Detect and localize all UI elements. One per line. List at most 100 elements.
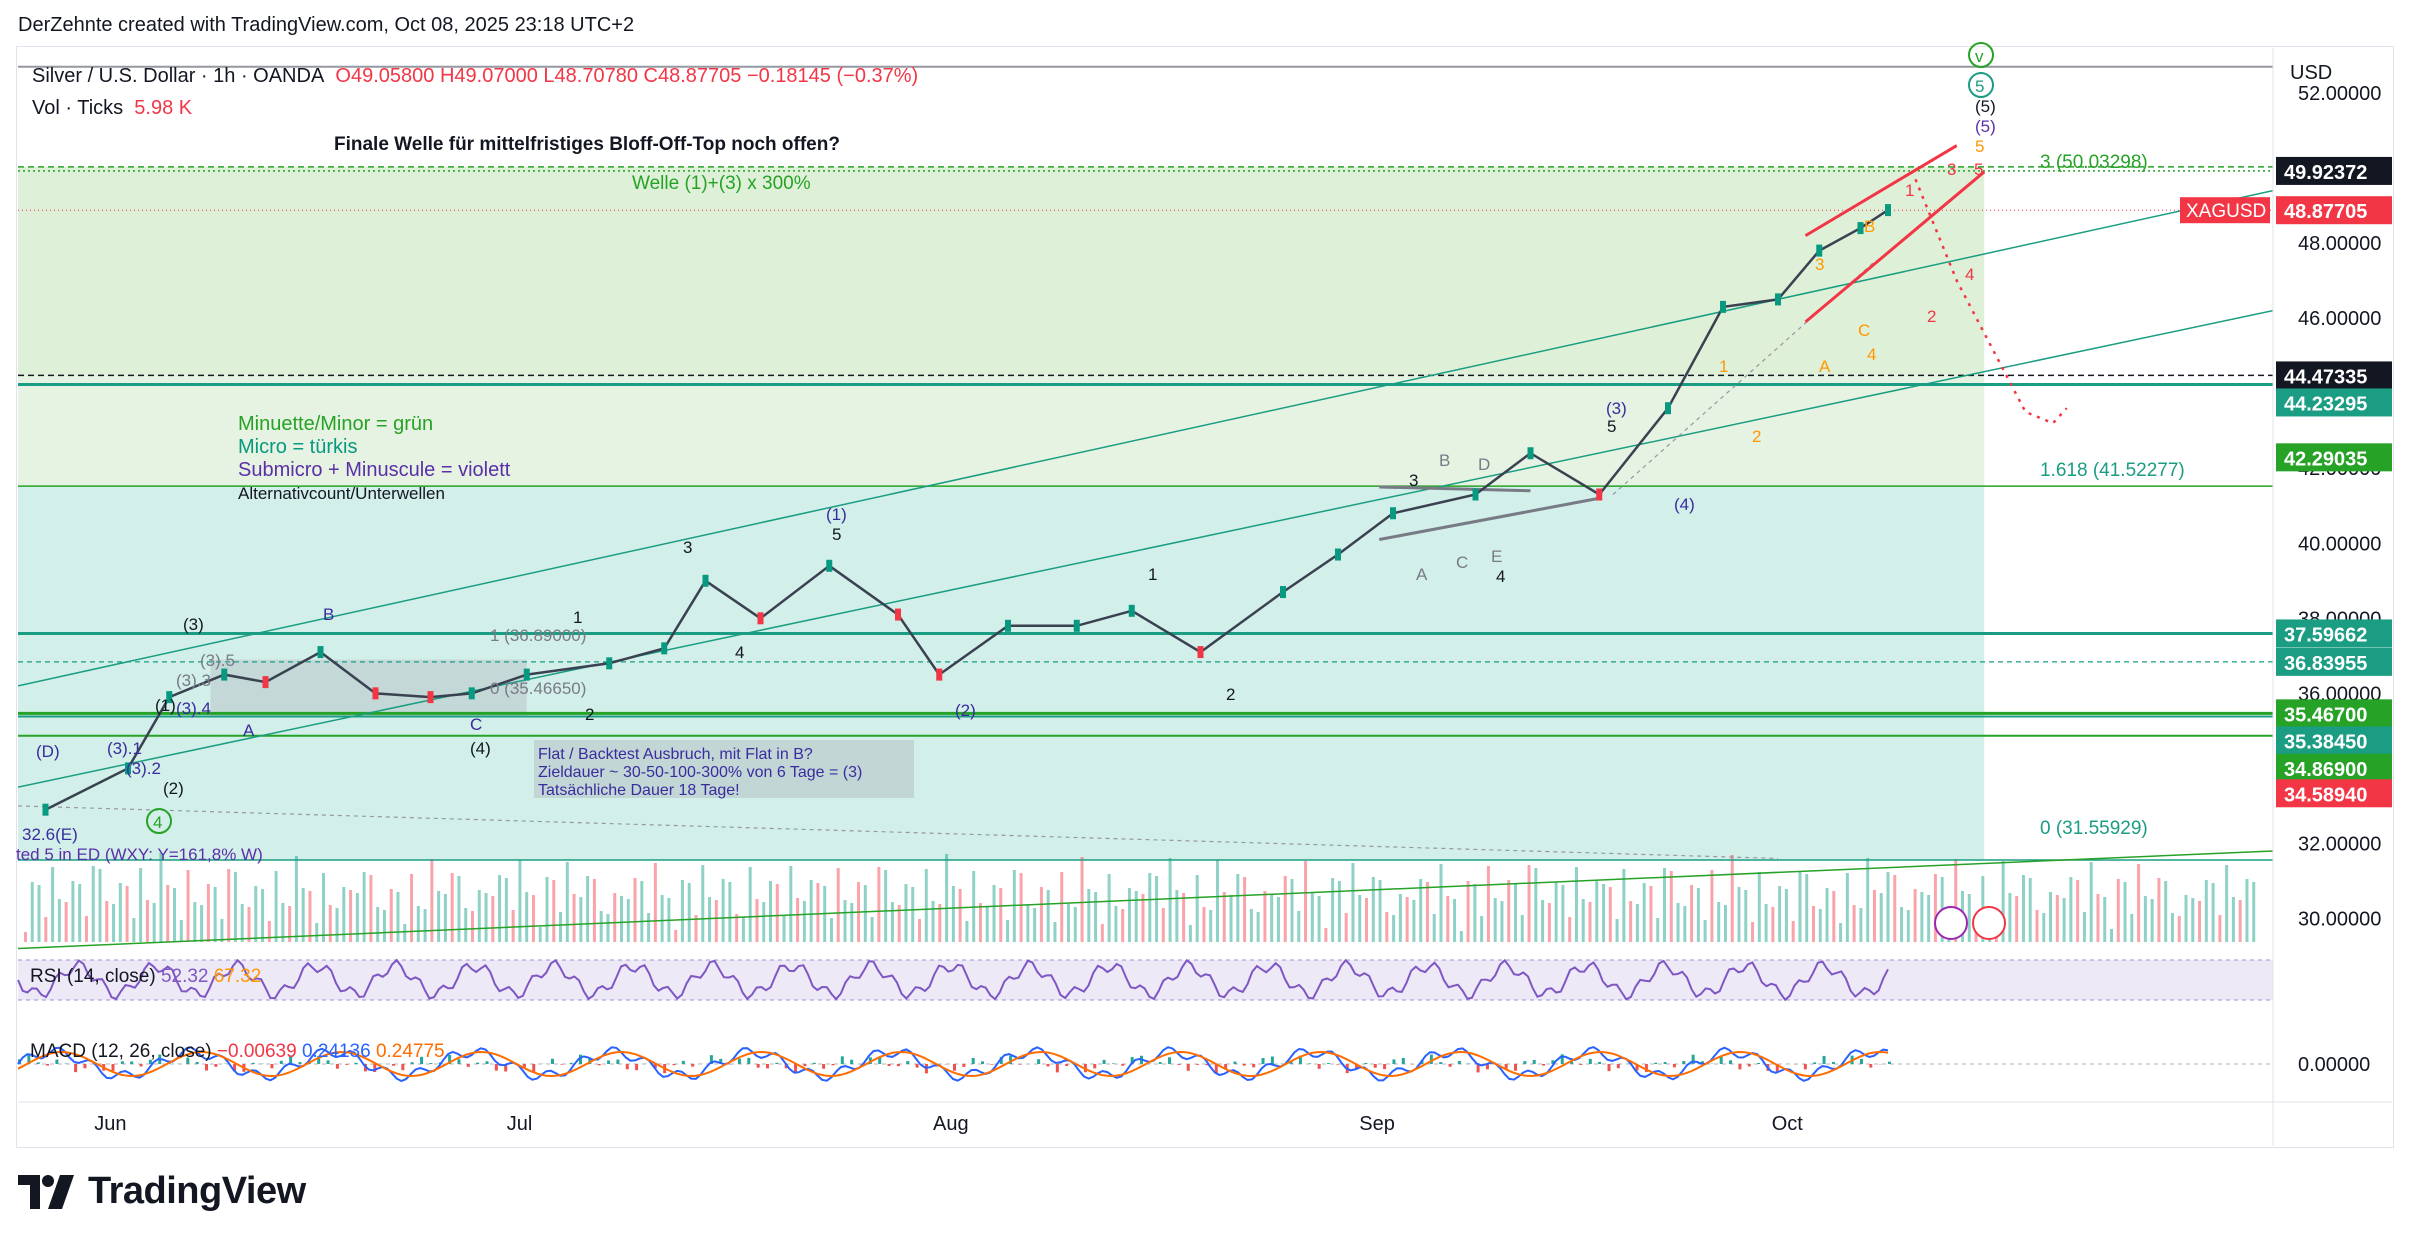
x-tick-label: Oct [1772,1113,1804,1135]
volume-bar [904,884,908,942]
price-candle[interactable] [1857,222,1864,235]
volume-bar [1358,895,1362,942]
macd-hist-bar [971,1058,975,1064]
macd-hist-bar [616,1059,620,1064]
price-candle[interactable] [1073,619,1080,632]
price-axis-tag-text: 44.47335 [2284,366,2367,388]
wave-label: C [470,715,482,734]
volume-bar [152,903,156,942]
wave-label: 4 [1965,265,1974,284]
volume-bar [1453,899,1457,942]
volume-bar [1310,893,1314,942]
wave-label: (5) [1975,97,1996,116]
wave-label: (3) [1606,399,1627,418]
volume-bar [2021,875,2025,942]
us-flag-icon[interactable] [1972,906,2006,940]
symbol-name[interactable]: Silver / U.S. Dollar · 1h · OANDA [32,65,325,87]
price-candle[interactable] [1472,488,1479,501]
volume-bar [1276,897,1280,942]
volume-bar [1053,922,1057,942]
volume-label[interactable]: Vol · Ticks [32,97,124,119]
volume-bar [2096,894,2100,942]
lightning-icon[interactable] [1934,906,1968,940]
volume-bar [1222,892,1226,942]
price-candle[interactable] [166,691,173,704]
macd-hist-bar [756,1064,760,1068]
price-candle[interactable] [702,574,709,587]
price-candle[interactable] [1665,402,1671,415]
price-candle[interactable] [523,668,530,681]
volume-bar [504,878,508,942]
price-candle[interactable] [1005,619,1011,632]
price-candle[interactable] [42,803,49,816]
price-candle[interactable] [1720,300,1726,313]
price-candle[interactable] [372,687,379,700]
price-candle[interactable] [1885,204,1891,217]
price-candle[interactable] [1128,604,1135,617]
price-candle[interactable] [262,676,269,689]
tradingview-logo[interactable]: TradingView [18,1170,306,1213]
macd-hist-bar [289,1055,293,1064]
price-axis-tag-text: 37.59662 [2284,624,2367,646]
macd-hist-bar [83,1064,87,1069]
currency-button[interactable]: USD [2290,62,2333,84]
macd-hist-bar [1046,1064,1050,1067]
volume-bar [518,860,522,942]
price-candle[interactable] [221,668,228,681]
wave-label: (3).4 [176,699,211,718]
macd-hist-bar [251,1062,255,1064]
price-candle[interactable] [895,608,901,621]
volume-bar [484,893,488,942]
volume-bar [1425,882,1429,942]
wave-label: C [1858,321,1870,340]
macd-hist-bar [635,1064,639,1071]
price-candle[interactable] [1596,488,1603,501]
volume-bar [1026,905,1030,942]
price-candle[interactable] [317,646,324,659]
macd-hist-bar [550,1058,554,1064]
price-candle[interactable] [936,668,943,681]
price-candle[interactable] [1335,548,1341,561]
price-candle[interactable] [427,691,434,704]
price-candle[interactable] [826,559,833,572]
volume-bar [1019,873,1023,942]
volume-bar [653,863,657,942]
macd-hist-bar [1588,1058,1592,1064]
price-candle[interactable] [1280,586,1286,599]
volume-bar [674,930,678,942]
volume-bar [1459,931,1463,942]
volume-bar [2089,862,2093,942]
price-candle[interactable] [606,657,613,670]
macd-hist-bar [1102,1059,1106,1064]
price-candle[interactable] [1775,293,1781,306]
price-candle[interactable] [468,687,475,700]
macd-hist-bar [1616,1064,1620,1069]
volume-bar [531,895,535,942]
price-candle[interactable] [757,612,764,625]
rsi-line[interactable] [17,958,1889,1002]
volume-bar [897,905,901,942]
price-candle[interactable] [1197,646,1204,659]
wave-label: 1 [1905,181,1914,200]
volume-bar [267,921,271,942]
macd-signal-line[interactable] [17,1050,1889,1078]
volume-bar [1554,882,1558,942]
price-candle[interactable] [1390,507,1396,520]
price-candle[interactable] [125,762,131,775]
volume-bar [2245,879,2249,942]
price-candle[interactable] [1816,244,1823,257]
wave-label: (1) [826,505,847,524]
volume-bar [599,911,603,942]
volume-bar [2231,897,2235,942]
volume-bar [1060,872,1064,942]
volume-bar [1121,909,1125,942]
price-candle[interactable] [1527,447,1534,460]
volume-bar [1039,887,1043,942]
macd-hist-bar [999,1056,1003,1064]
price-candle[interactable] [661,642,668,655]
volume-bar [2055,895,2059,942]
volume-bar [1656,918,1660,942]
volume-bar [1114,906,1118,942]
volume-bar [775,884,779,942]
